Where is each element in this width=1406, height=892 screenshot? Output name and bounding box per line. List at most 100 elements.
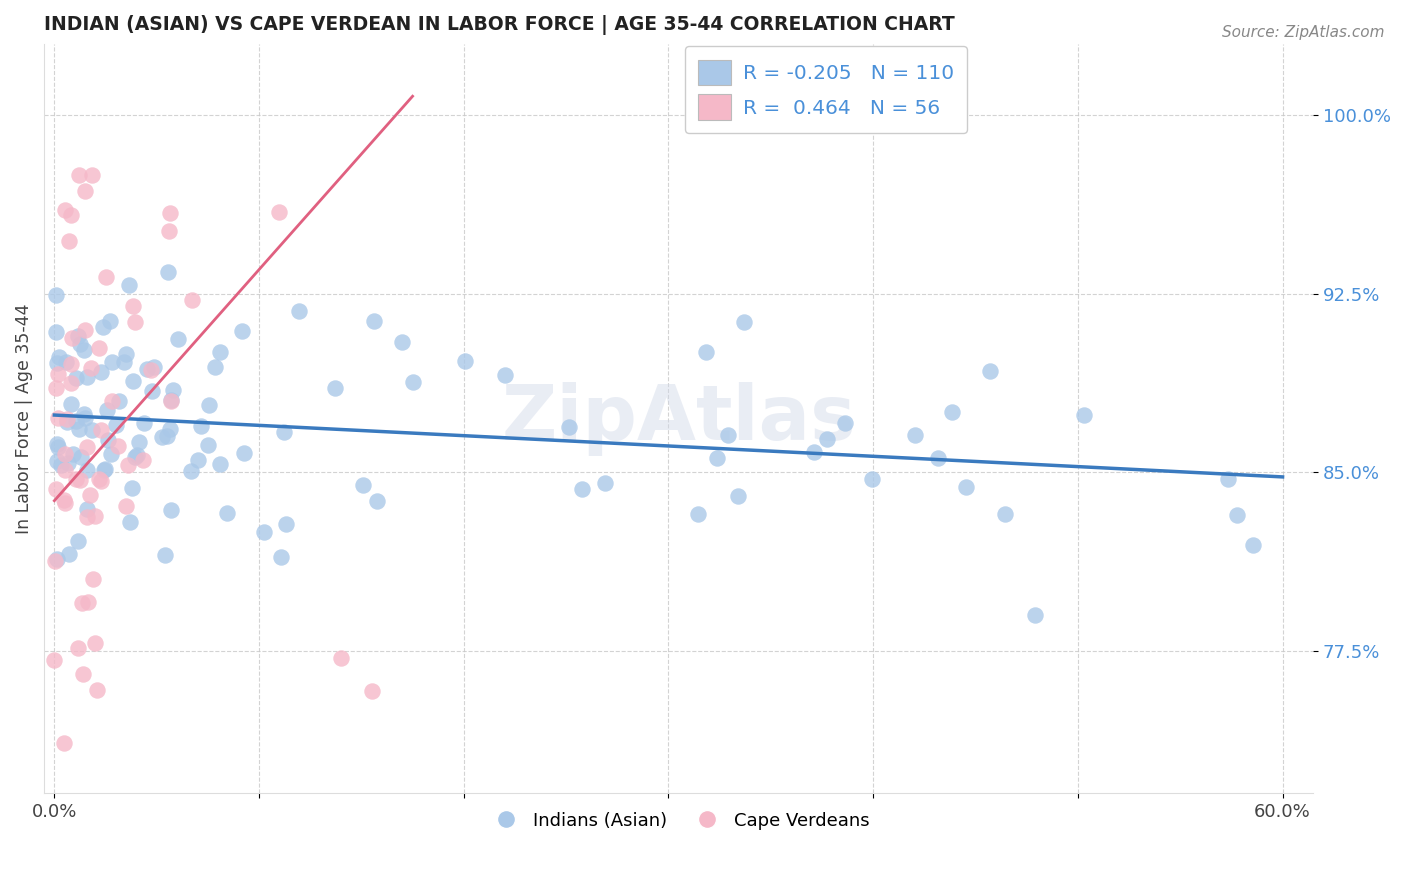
Point bbox=[108, 393, 131, 408]
Point bbox=[89, 341, 111, 355]
Point bbox=[454, 354, 477, 368]
Point bbox=[231, 324, 253, 338]
Point bbox=[363, 313, 385, 327]
Point bbox=[167, 332, 190, 346]
Point bbox=[52, 736, 75, 750]
Point bbox=[107, 439, 129, 453]
Point bbox=[55, 355, 77, 369]
Point bbox=[97, 433, 120, 447]
Point bbox=[139, 363, 162, 377]
Point bbox=[72, 667, 94, 681]
Point bbox=[136, 361, 159, 376]
Point bbox=[62, 447, 84, 461]
Point bbox=[141, 384, 163, 398]
Point bbox=[979, 364, 1001, 378]
Point bbox=[52, 492, 75, 507]
Point bbox=[100, 447, 122, 461]
Point bbox=[69, 473, 91, 487]
Point bbox=[58, 547, 80, 561]
Point bbox=[353, 478, 375, 492]
Point bbox=[90, 474, 112, 488]
Point bbox=[53, 447, 76, 461]
Point bbox=[80, 361, 103, 376]
Point bbox=[204, 360, 226, 375]
Point bbox=[48, 367, 70, 381]
Point bbox=[815, 432, 838, 446]
Point bbox=[197, 438, 219, 452]
Point bbox=[96, 403, 118, 417]
Point bbox=[941, 405, 963, 419]
Point bbox=[72, 597, 94, 611]
Point bbox=[269, 204, 291, 219]
Point bbox=[160, 503, 183, 517]
Point bbox=[91, 319, 114, 334]
Point bbox=[208, 457, 231, 471]
Point bbox=[288, 304, 311, 318]
Point bbox=[402, 375, 425, 389]
Point bbox=[94, 269, 117, 284]
Point bbox=[1216, 472, 1239, 486]
Text: INDIAN (ASIAN) VS CAPE VERDEAN IN LABOR FORCE | AGE 35-44 CORRELATION CHART: INDIAN (ASIAN) VS CAPE VERDEAN IN LABOR … bbox=[44, 15, 955, 35]
Point bbox=[73, 185, 96, 199]
Point bbox=[955, 480, 977, 494]
Point bbox=[69, 337, 91, 351]
Point bbox=[56, 415, 79, 429]
Point bbox=[53, 496, 76, 510]
Point bbox=[329, 650, 352, 665]
Point bbox=[101, 393, 124, 408]
Point bbox=[115, 347, 138, 361]
Point bbox=[77, 595, 100, 609]
Point bbox=[70, 450, 93, 464]
Point bbox=[44, 554, 66, 568]
Point bbox=[65, 414, 87, 428]
Point bbox=[1073, 408, 1095, 422]
Point bbox=[159, 422, 181, 436]
Point bbox=[159, 206, 181, 220]
Point bbox=[162, 384, 184, 398]
Point bbox=[67, 329, 90, 343]
Point bbox=[132, 416, 155, 430]
Point bbox=[84, 636, 107, 650]
Point bbox=[112, 355, 135, 369]
Point bbox=[84, 509, 107, 524]
Point bbox=[115, 499, 138, 513]
Point bbox=[994, 507, 1017, 521]
Point bbox=[82, 573, 104, 587]
Point bbox=[60, 397, 83, 411]
Point bbox=[90, 423, 112, 437]
Point bbox=[143, 359, 166, 374]
Point bbox=[79, 487, 101, 501]
Point bbox=[56, 456, 79, 470]
Point bbox=[1241, 537, 1264, 551]
Point bbox=[1024, 607, 1046, 622]
Point bbox=[89, 471, 111, 485]
Point bbox=[67, 533, 90, 548]
Point bbox=[117, 458, 139, 472]
Point bbox=[53, 463, 76, 477]
Point bbox=[76, 463, 98, 477]
Point bbox=[46, 436, 69, 450]
Point bbox=[121, 299, 143, 313]
Point bbox=[105, 418, 128, 433]
Point bbox=[73, 407, 96, 421]
Point bbox=[366, 494, 388, 508]
Point bbox=[733, 315, 755, 329]
Point bbox=[45, 482, 67, 496]
Point bbox=[73, 322, 96, 336]
Point bbox=[571, 483, 593, 497]
Text: Source: ZipAtlas.com: Source: ZipAtlas.com bbox=[1222, 25, 1385, 40]
Point bbox=[157, 224, 180, 238]
Point bbox=[180, 464, 202, 478]
Point bbox=[59, 376, 82, 391]
Point bbox=[834, 416, 856, 430]
Point bbox=[46, 552, 69, 566]
Point bbox=[273, 425, 295, 439]
Point bbox=[72, 343, 94, 357]
Point bbox=[98, 314, 121, 328]
Point bbox=[181, 293, 204, 308]
Point bbox=[76, 501, 98, 516]
Point bbox=[45, 454, 67, 468]
Point bbox=[124, 315, 146, 329]
Point bbox=[89, 365, 111, 379]
Point bbox=[217, 506, 239, 520]
